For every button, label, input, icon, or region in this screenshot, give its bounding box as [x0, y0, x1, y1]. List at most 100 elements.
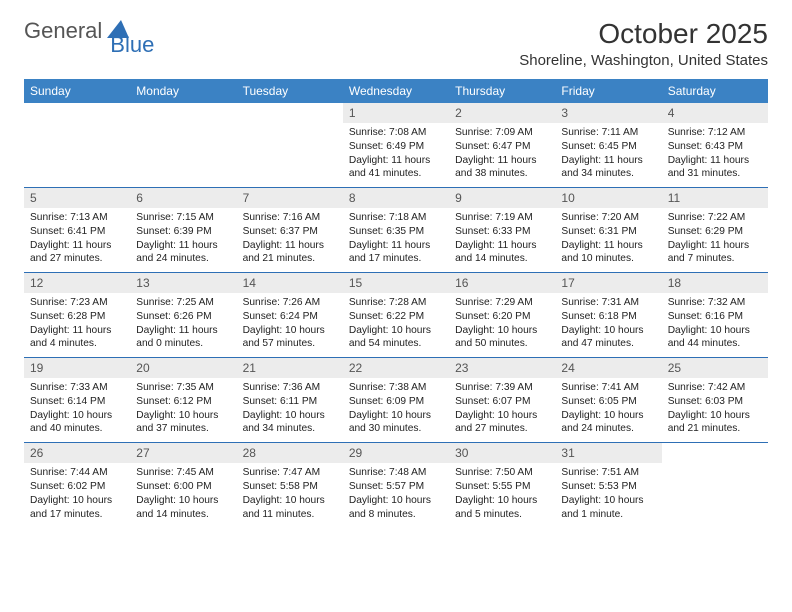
day-body: Sunrise: 7:11 AMSunset: 6:45 PMDaylight:…	[555, 123, 661, 187]
day-number: 12	[24, 273, 130, 293]
day-cell	[662, 443, 768, 527]
sunset-text: Sunset: 6:16 PM	[668, 310, 762, 324]
day-cell: 15Sunrise: 7:28 AMSunset: 6:22 PMDayligh…	[343, 273, 449, 357]
day-number: 10	[555, 188, 661, 208]
day-body: Sunrise: 7:08 AMSunset: 6:49 PMDaylight:…	[343, 123, 449, 187]
sunset-text: Sunset: 6:20 PM	[455, 310, 549, 324]
sunset-text: Sunset: 6:33 PM	[455, 225, 549, 239]
day-body: Sunrise: 7:29 AMSunset: 6:20 PMDaylight:…	[449, 293, 555, 357]
day-cell: 10Sunrise: 7:20 AMSunset: 6:31 PMDayligh…	[555, 188, 661, 272]
month-title: October 2025	[519, 18, 768, 50]
day-number: 24	[555, 358, 661, 378]
day-number: 3	[555, 103, 661, 123]
day-number: 16	[449, 273, 555, 293]
sunrise-text: Sunrise: 7:38 AM	[349, 381, 443, 395]
day-number: 7	[237, 188, 343, 208]
sunrise-text: Sunrise: 7:11 AM	[561, 126, 655, 140]
sunrise-text: Sunrise: 7:15 AM	[136, 211, 230, 225]
day-number: 29	[343, 443, 449, 463]
sunset-text: Sunset: 6:35 PM	[349, 225, 443, 239]
day-cell: 1Sunrise: 7:08 AMSunset: 6:49 PMDaylight…	[343, 103, 449, 187]
daylight-text: Daylight: 11 hours and 38 minutes.	[455, 154, 549, 182]
sunset-text: Sunset: 6:00 PM	[136, 480, 230, 494]
sunrise-text: Sunrise: 7:16 AM	[243, 211, 337, 225]
sunrise-text: Sunrise: 7:32 AM	[668, 296, 762, 310]
title-block: October 2025 Shoreline, Washington, Unit…	[519, 18, 768, 69]
sunrise-text: Sunrise: 7:35 AM	[136, 381, 230, 395]
sunset-text: Sunset: 6:03 PM	[668, 395, 762, 409]
day-number: 17	[555, 273, 661, 293]
sunset-text: Sunset: 5:58 PM	[243, 480, 337, 494]
sunset-text: Sunset: 6:45 PM	[561, 140, 655, 154]
sunrise-text: Sunrise: 7:50 AM	[455, 466, 549, 480]
day-body: Sunrise: 7:38 AMSunset: 6:09 PMDaylight:…	[343, 378, 449, 442]
day-body: Sunrise: 7:16 AMSunset: 6:37 PMDaylight:…	[237, 208, 343, 272]
day-number: 11	[662, 188, 768, 208]
daylight-text: Daylight: 11 hours and 17 minutes.	[349, 239, 443, 267]
sunrise-text: Sunrise: 7:48 AM	[349, 466, 443, 480]
sunset-text: Sunset: 6:11 PM	[243, 395, 337, 409]
day-cell: 24Sunrise: 7:41 AMSunset: 6:05 PMDayligh…	[555, 358, 661, 442]
day-cell: 26Sunrise: 7:44 AMSunset: 6:02 PMDayligh…	[24, 443, 130, 527]
daylight-text: Daylight: 11 hours and 21 minutes.	[243, 239, 337, 267]
day-header: Saturday	[662, 79, 768, 103]
sunset-text: Sunset: 6:28 PM	[30, 310, 124, 324]
sunrise-text: Sunrise: 7:36 AM	[243, 381, 337, 395]
daylight-text: Daylight: 10 hours and 21 minutes.	[668, 409, 762, 437]
daylight-text: Daylight: 10 hours and 1 minute.	[561, 494, 655, 522]
day-number: 31	[555, 443, 661, 463]
sunrise-text: Sunrise: 7:18 AM	[349, 211, 443, 225]
day-number: 27	[130, 443, 236, 463]
daylight-text: Daylight: 11 hours and 4 minutes.	[30, 324, 124, 352]
day-cell: 18Sunrise: 7:32 AMSunset: 6:16 PMDayligh…	[662, 273, 768, 357]
day-body: Sunrise: 7:31 AMSunset: 6:18 PMDaylight:…	[555, 293, 661, 357]
sunset-text: Sunset: 6:47 PM	[455, 140, 549, 154]
logo-text-general: General	[24, 18, 102, 44]
day-body: Sunrise: 7:33 AMSunset: 6:14 PMDaylight:…	[24, 378, 130, 442]
sunrise-text: Sunrise: 7:26 AM	[243, 296, 337, 310]
day-body: Sunrise: 7:09 AMSunset: 6:47 PMDaylight:…	[449, 123, 555, 187]
sunset-text: Sunset: 6:22 PM	[349, 310, 443, 324]
week-row: 26Sunrise: 7:44 AMSunset: 6:02 PMDayligh…	[24, 443, 768, 527]
day-body: Sunrise: 7:41 AMSunset: 6:05 PMDaylight:…	[555, 378, 661, 442]
sunset-text: Sunset: 6:12 PM	[136, 395, 230, 409]
day-body: Sunrise: 7:42 AMSunset: 6:03 PMDaylight:…	[662, 378, 768, 442]
day-cell: 22Sunrise: 7:38 AMSunset: 6:09 PMDayligh…	[343, 358, 449, 442]
day-body: Sunrise: 7:45 AMSunset: 6:00 PMDaylight:…	[130, 463, 236, 527]
day-cell: 13Sunrise: 7:25 AMSunset: 6:26 PMDayligh…	[130, 273, 236, 357]
weeks-container: 1Sunrise: 7:08 AMSunset: 6:49 PMDaylight…	[24, 103, 768, 527]
header: General Blue October 2025 Shoreline, Was…	[24, 18, 768, 69]
daylight-text: Daylight: 11 hours and 14 minutes.	[455, 239, 549, 267]
daylight-text: Daylight: 10 hours and 44 minutes.	[668, 324, 762, 352]
daylight-text: Daylight: 11 hours and 10 minutes.	[561, 239, 655, 267]
sunrise-text: Sunrise: 7:25 AM	[136, 296, 230, 310]
day-body: Sunrise: 7:44 AMSunset: 6:02 PMDaylight:…	[24, 463, 130, 527]
day-header: Wednesday	[343, 79, 449, 103]
sunrise-text: Sunrise: 7:22 AM	[668, 211, 762, 225]
day-body: Sunrise: 7:35 AMSunset: 6:12 PMDaylight:…	[130, 378, 236, 442]
day-cell: 23Sunrise: 7:39 AMSunset: 6:07 PMDayligh…	[449, 358, 555, 442]
day-cell: 25Sunrise: 7:42 AMSunset: 6:03 PMDayligh…	[662, 358, 768, 442]
sunrise-text: Sunrise: 7:39 AM	[455, 381, 549, 395]
sunset-text: Sunset: 6:31 PM	[561, 225, 655, 239]
day-number: 23	[449, 358, 555, 378]
sunset-text: Sunset: 6:43 PM	[668, 140, 762, 154]
day-number: 4	[662, 103, 768, 123]
calendar: Sunday Monday Tuesday Wednesday Thursday…	[24, 79, 768, 527]
week-row: 19Sunrise: 7:33 AMSunset: 6:14 PMDayligh…	[24, 358, 768, 443]
week-row: 12Sunrise: 7:23 AMSunset: 6:28 PMDayligh…	[24, 273, 768, 358]
location-text: Shoreline, Washington, United States	[519, 52, 768, 69]
day-body: Sunrise: 7:39 AMSunset: 6:07 PMDaylight:…	[449, 378, 555, 442]
day-body: Sunrise: 7:22 AMSunset: 6:29 PMDaylight:…	[662, 208, 768, 272]
day-number: 5	[24, 188, 130, 208]
daylight-text: Daylight: 10 hours and 30 minutes.	[349, 409, 443, 437]
sunrise-text: Sunrise: 7:19 AM	[455, 211, 549, 225]
day-number: 15	[343, 273, 449, 293]
day-body: Sunrise: 7:13 AMSunset: 6:41 PMDaylight:…	[24, 208, 130, 272]
daylight-text: Daylight: 11 hours and 31 minutes.	[668, 154, 762, 182]
sunset-text: Sunset: 6:39 PM	[136, 225, 230, 239]
day-number: 1	[343, 103, 449, 123]
day-number: 20	[130, 358, 236, 378]
daylight-text: Daylight: 10 hours and 17 minutes.	[30, 494, 124, 522]
day-body: Sunrise: 7:12 AMSunset: 6:43 PMDaylight:…	[662, 123, 768, 187]
